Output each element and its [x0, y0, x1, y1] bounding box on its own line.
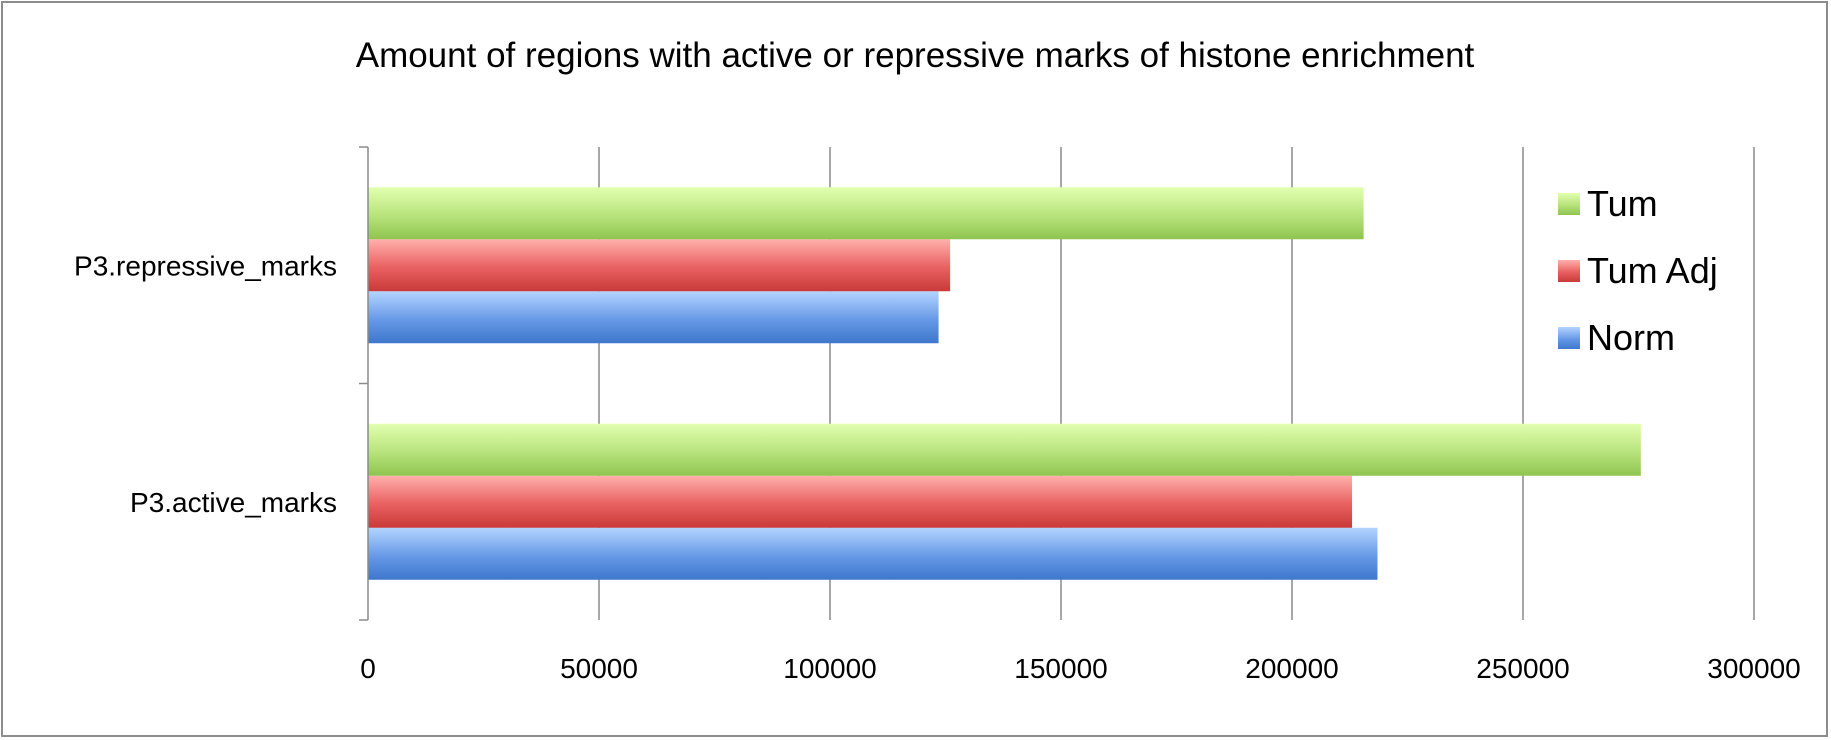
- bar: [368, 239, 951, 292]
- bar: [368, 527, 1378, 580]
- bar: [368, 291, 939, 344]
- bar: [368, 187, 1364, 240]
- chart-title: Amount of regions with active or repress…: [356, 36, 1475, 75]
- bars: [368, 187, 1641, 580]
- category-label: P3.active_marks: [130, 487, 337, 518]
- x-tick-label: 100000: [783, 653, 876, 684]
- x-tick-label: 50000: [560, 653, 638, 684]
- x-tick-label: 200000: [1245, 653, 1338, 684]
- legend-label: Tum Adj: [1587, 250, 1718, 291]
- legend-label: Tum: [1587, 183, 1658, 224]
- bar: [368, 423, 1641, 476]
- legend: Tum Tum Adj Norm: [1558, 183, 1718, 358]
- legend-swatch: [1558, 260, 1580, 282]
- category-label: P3.repressive_marks: [74, 250, 337, 281]
- x-tick-labels: 0 50000 100000 150000 200000 250000 300000: [360, 653, 1801, 684]
- x-tick-label: 300000: [1707, 653, 1800, 684]
- x-tick-label: 250000: [1476, 653, 1569, 684]
- category-labels: P3.active_marks P3.repressive_marks: [74, 250, 337, 518]
- axes: [359, 146, 369, 621]
- legend-swatch: [1558, 327, 1580, 349]
- legend-swatch: [1558, 193, 1580, 215]
- x-tick-label: 0: [360, 653, 376, 684]
- legend-label: Norm: [1587, 317, 1675, 358]
- bar: [368, 475, 1353, 528]
- x-tick-label: 150000: [1014, 653, 1107, 684]
